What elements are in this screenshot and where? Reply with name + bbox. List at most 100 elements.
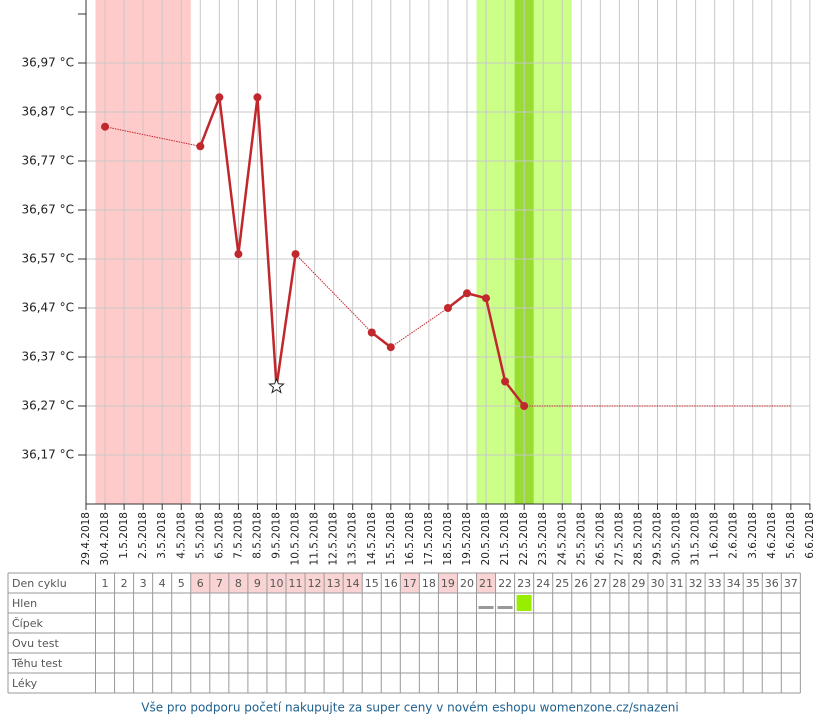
- day-number: 7: [216, 577, 223, 590]
- x-tick-label: 3.6.2018: [747, 512, 759, 559]
- x-tick-label: 29.4.2018: [80, 512, 92, 565]
- day-number: 10: [269, 577, 283, 590]
- x-tick-label: 16.5.2018: [404, 512, 416, 565]
- y-tick-label: 36,67 °C: [21, 203, 74, 217]
- y-tick-label: 36,17 °C: [21, 448, 74, 462]
- x-tick-label: 17.5.2018: [423, 512, 435, 565]
- mucus-square: [516, 595, 532, 611]
- point: [443, 304, 452, 312]
- row-label: Ovu test: [12, 637, 59, 650]
- day-number: 34: [727, 577, 741, 590]
- day-highlight: [247, 573, 267, 593]
- day-highlight: [400, 573, 420, 593]
- point: [253, 93, 262, 102]
- day-number: 12: [308, 577, 322, 590]
- point: [291, 250, 300, 259]
- x-tick-label: 24.5.2018: [556, 512, 568, 565]
- day-number: 27: [593, 577, 607, 590]
- day-number: 13: [327, 577, 341, 590]
- day-number: 19: [441, 577, 455, 590]
- point: [463, 289, 471, 298]
- y-tick-label: 36,27 °C: [21, 399, 74, 413]
- x-tick-label: 29.5.2018: [652, 512, 664, 565]
- x-tick-label: 9.5.2018: [271, 512, 283, 559]
- day-number: 3: [140, 577, 147, 590]
- x-tick-label: 6.6.2018: [804, 512, 816, 559]
- day-number: 31: [670, 577, 684, 590]
- day-highlight: [438, 573, 458, 593]
- x-tick-label: 2.6.2018: [728, 512, 740, 559]
- point: [520, 402, 529, 410]
- day-number: 11: [289, 577, 303, 590]
- day-highlight: [343, 573, 363, 593]
- x-tick-label: 3.5.2018: [156, 512, 168, 559]
- day-number: 24: [536, 577, 550, 590]
- temperature-line: [370, 331, 392, 349]
- x-tick-label: 11.5.2018: [309, 512, 321, 565]
- x-tick-label: 4.6.2018: [766, 512, 778, 559]
- day-number: 23: [517, 577, 531, 590]
- row-label: Hlen: [12, 597, 37, 610]
- x-tick-label: 5.5.2018: [194, 512, 206, 559]
- point: [101, 122, 110, 131]
- x-tick-label: 27.5.2018: [613, 512, 625, 565]
- x-tick-label: 5.6.2018: [785, 512, 797, 559]
- day-highlight: [266, 573, 286, 593]
- day-number: 17: [403, 577, 417, 590]
- day-highlight: [324, 573, 344, 593]
- point: [196, 142, 205, 151]
- day-number: 6: [197, 577, 204, 590]
- mucus-bar: [478, 606, 494, 609]
- x-tick-label: 30.5.2018: [671, 512, 683, 565]
- x-tick-label: 22.5.2018: [518, 512, 530, 565]
- day-number: 9: [254, 577, 261, 590]
- gap-connector: [390, 307, 449, 348]
- x-tick-label: 31.5.2018: [690, 512, 702, 565]
- point: [367, 328, 376, 337]
- temperature-line: [199, 96, 297, 387]
- day-highlight: [476, 573, 496, 593]
- day-number: 4: [159, 577, 166, 590]
- x-tick-label: 10.5.2018: [290, 512, 302, 565]
- day-number: 5: [178, 577, 185, 590]
- day-number: 18: [422, 577, 436, 590]
- day-number: 8: [235, 577, 242, 590]
- row-label: Těhu test: [11, 657, 63, 670]
- day-number: 25: [555, 577, 569, 590]
- gap-connector: [104, 126, 201, 147]
- day-number: 2: [121, 577, 128, 590]
- day-number: 37: [784, 577, 798, 590]
- footer-link[interactable]: Vše pro podporu početí nakupujte za supe…: [141, 701, 678, 715]
- x-tick-label: 7.5.2018: [232, 512, 244, 559]
- day-number: 22: [498, 577, 512, 590]
- day-highlight: [286, 573, 306, 593]
- x-tick-label: 13.5.2018: [347, 512, 359, 565]
- day-highlight: [305, 573, 325, 593]
- x-tick-label: 20.5.2018: [480, 512, 492, 565]
- x-tick-label: 28.5.2018: [632, 512, 644, 565]
- row-label: Čípek: [12, 617, 43, 630]
- x-tick-label: 1.5.2018: [118, 512, 130, 559]
- day-number: 28: [612, 577, 626, 590]
- day-number: 36: [765, 577, 779, 590]
- x-tick-label: 18.5.2018: [442, 512, 454, 565]
- x-tick-label: 12.5.2018: [328, 512, 340, 565]
- day-number: 14: [346, 577, 360, 590]
- point: [215, 93, 224, 102]
- y-tick-label: 36,57 °C: [21, 252, 74, 266]
- mucus-bar: [497, 606, 513, 609]
- y-tick-label: 36,37 °C: [21, 350, 74, 364]
- day-number: 16: [384, 577, 398, 590]
- x-tick-label: 4.5.2018: [175, 512, 187, 559]
- day-number: 15: [365, 577, 379, 590]
- day-highlight: [228, 573, 248, 593]
- row-label: Léky: [12, 677, 38, 690]
- y-tick-label: 36,77 °C: [21, 154, 74, 168]
- day-number: 29: [631, 577, 645, 590]
- x-tick-label: 19.5.2018: [461, 512, 473, 565]
- day-number: 32: [689, 577, 703, 590]
- x-tick-label: 14.5.2018: [366, 512, 378, 565]
- point: [482, 294, 491, 303]
